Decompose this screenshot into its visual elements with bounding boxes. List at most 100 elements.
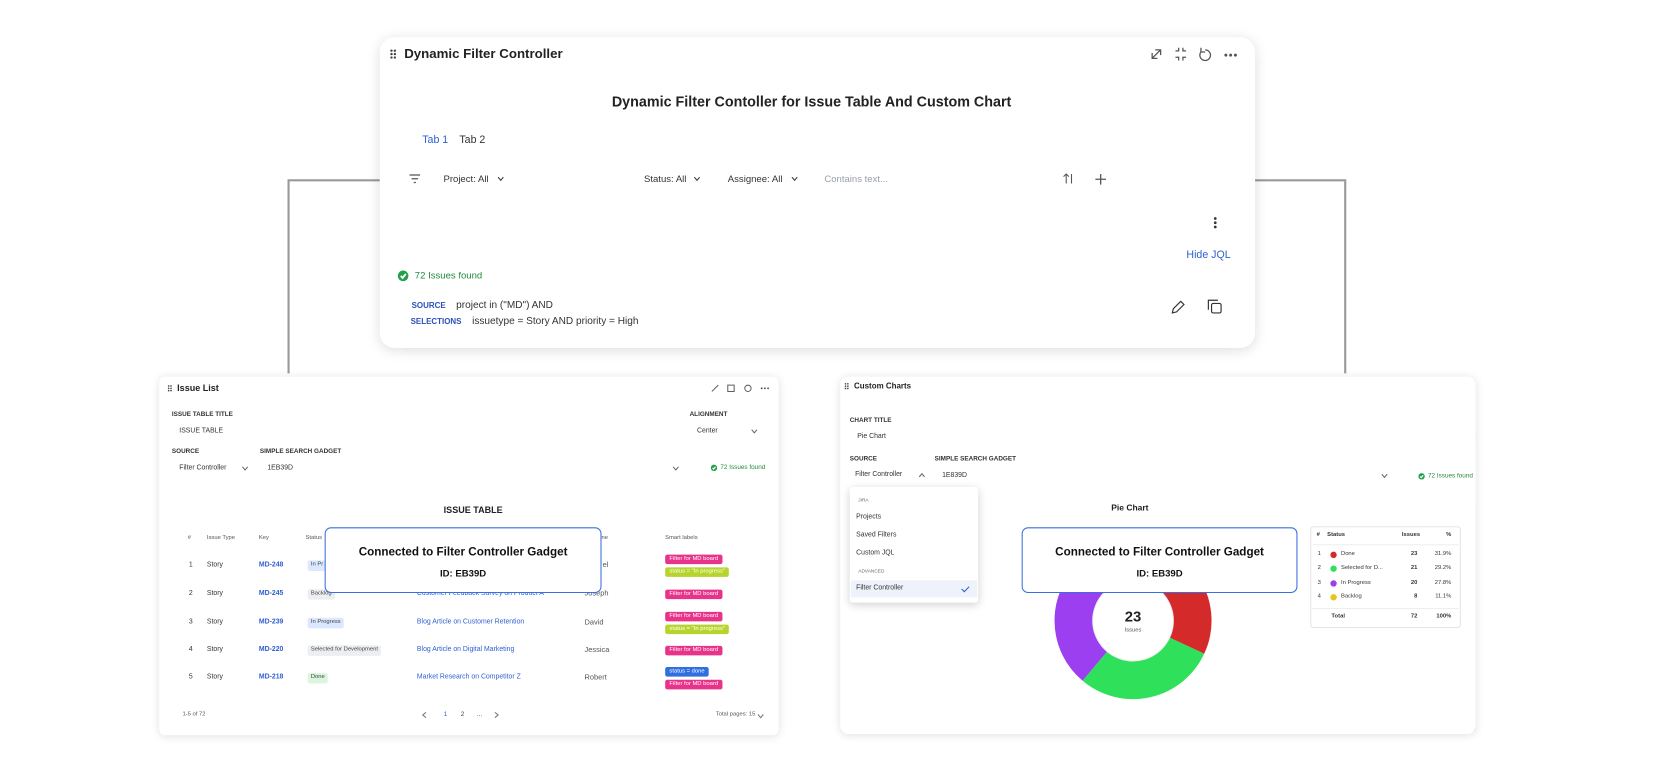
issue-key[interactable]: MD-239 (258, 618, 284, 626)
page-number[interactable]: ... (476, 711, 483, 719)
field-label: CHART TITLE (849, 417, 892, 425)
cell: Story (206, 673, 223, 681)
legend-header: Status (1327, 531, 1346, 539)
cell: 4 (188, 645, 193, 654)
dropdown-option[interactable]: Projects (856, 513, 882, 521)
legend-total-percent: 100% (1436, 613, 1452, 620)
legend-issues: 21 (1410, 564, 1418, 572)
cell: Story (206, 589, 223, 598)
field-value: Center (697, 426, 718, 435)
issue-key[interactable]: MD-220 (258, 645, 284, 654)
connector (1255, 179, 1347, 374)
assignee: Jessica (584, 646, 610, 655)
field-value: 1E839D (942, 471, 968, 479)
column-header: # (187, 534, 192, 542)
legend-cell: 3 (1317, 579, 1321, 586)
tab[interactable]: Tab 1 (422, 134, 449, 147)
field-value: ISSUE TABLE (179, 426, 224, 435)
status-badge: Done (307, 672, 328, 683)
table-heading: ISSUE TABLE (443, 504, 503, 516)
field-label: SIMPLE SEARCH GADGET (259, 448, 342, 456)
legend-swatch (1330, 580, 1337, 587)
filter-label: Project: All (443, 173, 489, 185)
issue-key[interactable]: MD-248 (258, 560, 284, 569)
legend-status: Done (1340, 550, 1355, 558)
legend-header: # (1316, 531, 1320, 539)
tab[interactable]: Tab 2 (459, 134, 486, 147)
search-label[interactable]: Search (1147, 217, 1183, 230)
hide-jql-link[interactable]: Hide JQL (1186, 249, 1231, 261)
legend-swatch (1330, 565, 1337, 572)
cell: Story (206, 560, 223, 569)
summary: Blog Article on Customer Retention (416, 618, 525, 626)
field-label: SOURCE (849, 456, 878, 463)
legend-percent: 29.2% (1434, 564, 1452, 572)
cell: Story (206, 645, 223, 654)
field-value: 1EB39D (267, 463, 294, 472)
column-header: Status (305, 534, 323, 542)
field-value: Filter Controller (179, 463, 227, 472)
summary: Blog Article on Digital Marketing (416, 645, 515, 654)
assignee: Robert (584, 674, 607, 682)
status-badge: In Pr (307, 560, 327, 571)
legend-cell: 2 (1317, 564, 1321, 572)
connection-overlay (1021, 527, 1298, 594)
card-title: Dynamic Filter Controller (404, 46, 563, 62)
cell: 2 (188, 589, 193, 598)
smart-label: Filter for MD board (665, 554, 723, 564)
field-label: SOURCE (171, 448, 200, 456)
dropdown-option[interactable]: Custom JQL (856, 549, 895, 557)
smart-label: Filter for MD board (665, 679, 723, 689)
column-header: Smart labels (665, 534, 698, 542)
legend-header: % (1446, 531, 1452, 539)
cell: 1 (188, 560, 193, 569)
connection-overlay (324, 527, 602, 594)
jql-tag-label: SELECTIONS (410, 316, 462, 326)
dropdown-group: JIRA (858, 497, 869, 503)
legend-table (1310, 526, 1461, 629)
legend-total-issues: 72 (1410, 613, 1418, 620)
page-number[interactable]: 1 (443, 711, 448, 719)
legend-status: In Progress (1340, 579, 1371, 586)
dropdown-option[interactable]: Filter Controller (856, 584, 904, 592)
dropdown-option[interactable]: Saved Filters (856, 531, 897, 539)
legend-divider (1312, 607, 1459, 609)
issue-key[interactable]: MD-218 (258, 673, 284, 681)
jql-text: project in ("MD") AND (456, 299, 553, 312)
smart-label: status = done (665, 667, 709, 677)
issue-key[interactable]: MD-245 (258, 589, 284, 598)
filter-label: Status: All (643, 173, 687, 185)
cell: Story (206, 618, 223, 626)
legend-swatch (1330, 551, 1337, 559)
smart-label: Filter for MD board (665, 645, 723, 655)
legend-status: Backlog (1340, 593, 1362, 600)
legend-total-label: Total (1331, 613, 1345, 620)
cell: 5 (188, 673, 193, 681)
jql-tag-label: SOURCE (411, 300, 446, 311)
legend-status: Selected for D... (1340, 564, 1383, 572)
connector (287, 179, 380, 374)
smart-label: status = "In progress" (665, 624, 730, 634)
status-badge: In Progress (307, 617, 344, 628)
field-value: Filter Controller (855, 470, 903, 479)
result-count: 72 Issues found (720, 464, 766, 472)
legend-cell: 1 (1317, 550, 1321, 558)
legend-percent: 11.1% (1435, 593, 1452, 600)
smart-label: Filter for MD board (665, 611, 723, 621)
filter-label: Assignee: All (727, 173, 783, 185)
assignee: David (584, 619, 604, 627)
column-header: ne (601, 534, 609, 542)
legend-header: Issues (1401, 531, 1421, 539)
overlay-id: ID: EB39D (1136, 568, 1183, 579)
result-count: 72 Issues found (1427, 473, 1473, 480)
status-badge: Selected for Development (307, 645, 382, 656)
dropdown-group: ADVANCED (858, 568, 885, 574)
field-label: ISSUE TABLE TITLE (171, 411, 233, 418)
heading: Dynamic Filter Contoller for Issue Table… (611, 93, 1012, 110)
column-header: Issue Type (206, 534, 235, 542)
page-number[interactable]: 2 (460, 711, 465, 719)
legend-divider (1312, 544, 1459, 546)
chart-heading: Pie Chart (1111, 502, 1149, 513)
total-pages: Total pages: 15 (715, 711, 756, 718)
